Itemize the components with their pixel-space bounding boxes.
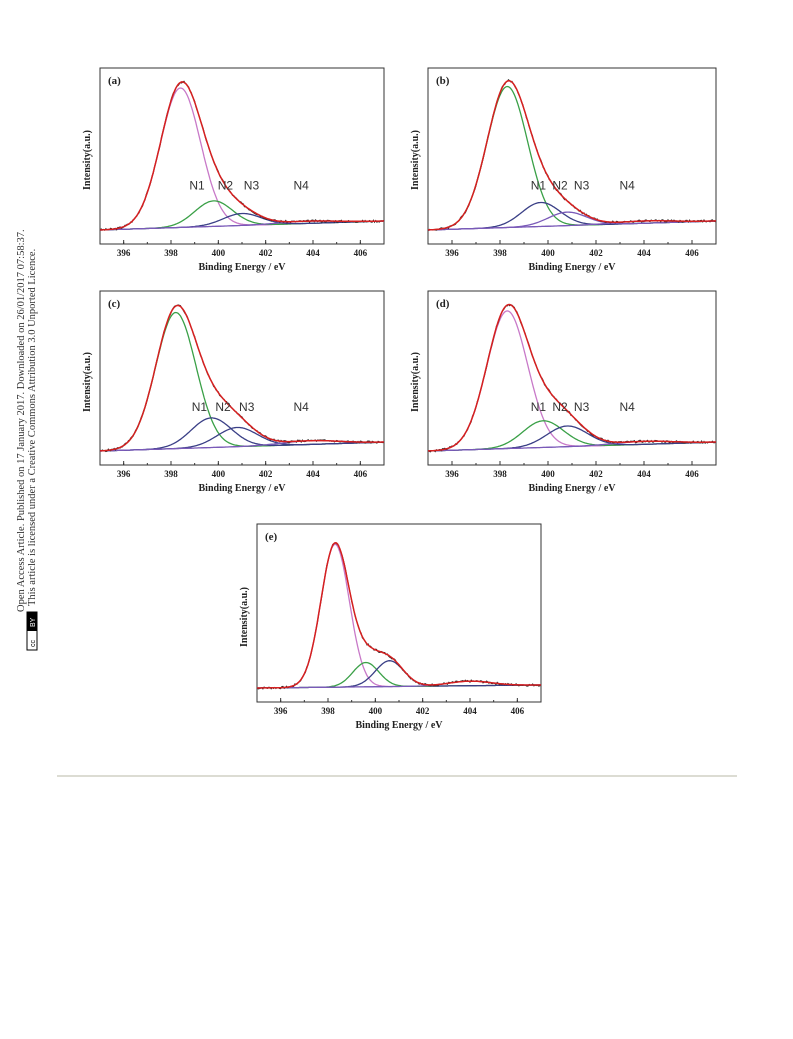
x-tick-label: 396	[445, 248, 459, 258]
plot-frame	[427, 67, 717, 245]
x-axis-title: Binding Energy / eV	[529, 483, 617, 494]
raw-spectrum	[427, 303, 717, 453]
fitted-envelope	[428, 303, 716, 452]
fitted-envelope	[257, 542, 542, 689]
panel-label: (b)	[436, 75, 450, 87]
plot-frame	[256, 523, 542, 703]
x-tick-label: 406	[354, 248, 368, 258]
chart-panel-e: (e) 396 398 400 402 404 406 Binding Energy / eV…	[225, 518, 550, 750]
x-axis-title: Binding Energy / eV	[356, 720, 444, 731]
x-tick-label: 398	[164, 248, 178, 258]
component-peak-1	[99, 87, 384, 231]
peak-label-n4: N4	[620, 400, 636, 414]
peak-label-n1: N1	[192, 400, 208, 414]
page-divider	[57, 775, 737, 777]
panel-label: (c)	[108, 298, 121, 310]
peak-label-n3: N3	[574, 179, 590, 193]
x-tick-label: 398	[164, 469, 178, 479]
x-tick-label: 404	[306, 469, 320, 479]
x-tick-label: 396	[274, 706, 288, 716]
component-peak-4	[100, 439, 384, 452]
x-tick-label: 402	[416, 706, 430, 716]
x-tick-label: 404	[637, 248, 651, 258]
fitted-envelope	[99, 81, 385, 231]
peak-label-n4: N4	[293, 400, 309, 414]
panel-label: (d)	[436, 298, 450, 310]
x-axis-title: Binding Energy / eV	[529, 262, 617, 273]
by-icon: BY	[30, 617, 37, 627]
xps-chart-d: (d) 396 398 400 402 404 406 Binding Energy / eV…	[410, 290, 717, 494]
x-axis-title: Binding Energy / eV	[199, 262, 287, 273]
x-tick-label: 406	[354, 469, 368, 479]
peak-label-n4: N4	[620, 179, 636, 193]
x-tick-label: 400	[541, 469, 555, 479]
cc-by-badge[interactable]: cc BY	[26, 611, 38, 651]
component-peak-1	[99, 311, 385, 452]
y-axis-title: Intensity(a.u.)	[239, 587, 250, 647]
y-axis-title: Intensity(a.u.)	[410, 352, 421, 412]
x-tick-label: 400	[212, 248, 226, 258]
x-tick-label: 402	[589, 469, 603, 479]
x-tick-label: 406	[685, 469, 699, 479]
component-peak-3	[428, 425, 717, 452]
xps-chart-b: (b) 396 398 400 402 404 406 Binding Energy / eV…	[410, 67, 717, 273]
x-tick-label: 402	[589, 248, 603, 258]
x-tick-label: 396	[117, 469, 131, 479]
component-peak-1	[428, 310, 717, 452]
fitted-envelope	[99, 304, 384, 452]
y-axis-title: Intensity(a.u.)	[410, 130, 421, 190]
chart-panel-a: (a) 396 398 400 402 404 406 Binding Energy / eV…	[70, 62, 390, 292]
y-axis-title: Intensity(a.u.)	[82, 130, 93, 190]
xps-chart-e: (e) 396 398 400 402 404 406 Binding Energy / eV…	[239, 523, 542, 731]
open-access-side-note: Open Access Article. Published on 17 Jan…	[16, 229, 38, 651]
peak-label-n3: N3	[239, 400, 255, 414]
raw-spectrum	[99, 304, 385, 453]
x-tick-label: 406	[511, 706, 525, 716]
x-tick-label: 398	[493, 248, 507, 258]
x-tick-label: 398	[321, 706, 335, 716]
x-tick-label: 402	[259, 469, 273, 479]
chart-panel-c: (c) 396 398 400 402 404 406 Binding Energy / eV…	[70, 285, 390, 513]
peak-label-n3: N3	[244, 179, 260, 193]
open-access-line-1: Open Access Article. Published on 17 Jan…	[16, 229, 27, 612]
peak-label-n2: N2	[218, 179, 234, 193]
x-tick-label: 396	[117, 248, 131, 258]
peak-label-n1: N1	[189, 179, 205, 193]
component-peak-1	[428, 85, 716, 231]
peak-label-n2: N2	[552, 179, 568, 193]
x-tick-label: 400	[541, 248, 555, 258]
panel-label: (e)	[265, 531, 278, 543]
x-tick-label: 400	[212, 469, 226, 479]
panel-label: (a)	[108, 75, 121, 87]
x-tick-label: 396	[445, 469, 459, 479]
open-access-line-2: This article is licensed under a Creativ…	[27, 249, 38, 606]
x-tick-label: 404	[637, 469, 651, 479]
peak-label-n2: N2	[552, 400, 568, 414]
raw-spectrum	[427, 78, 717, 232]
x-tick-label: 406	[685, 248, 699, 258]
x-tick-label: 400	[369, 706, 383, 716]
peak-label-n4: N4	[293, 179, 309, 193]
cc-icon: cc	[30, 640, 37, 648]
raw-spectrum	[99, 80, 385, 232]
y-axis-title: Intensity(a.u.)	[82, 352, 93, 412]
plot-frame	[99, 290, 385, 466]
peak-label-n2: N2	[215, 400, 231, 414]
component-peak-3	[100, 426, 385, 452]
peak-label-n1: N1	[531, 179, 547, 193]
chart-panel-d: (d) 396 398 400 402 404 406 Binding Energy / eV…	[398, 285, 723, 513]
x-tick-label: 402	[259, 248, 273, 258]
x-tick-label: 398	[493, 469, 507, 479]
fitted-envelope	[428, 80, 716, 231]
peak-label-n1: N1	[531, 400, 547, 414]
peak-label-n3: N3	[574, 400, 590, 414]
plot-frame	[427, 290, 717, 466]
raw-spectrum	[256, 542, 542, 690]
x-tick-label: 404	[306, 248, 320, 258]
xps-chart-a: (a) 396 398 400 402 404 406 Binding Energy / eV…	[82, 67, 385, 273]
x-tick-label: 404	[463, 706, 477, 716]
chart-panel-b: (b) 396 398 400 402 404 406 Binding Energy / eV…	[398, 62, 723, 292]
xps-chart-c: (c) 396 398 400 402 404 406 Binding Energy / eV…	[82, 290, 385, 494]
x-axis-title: Binding Energy / eV	[199, 483, 287, 494]
